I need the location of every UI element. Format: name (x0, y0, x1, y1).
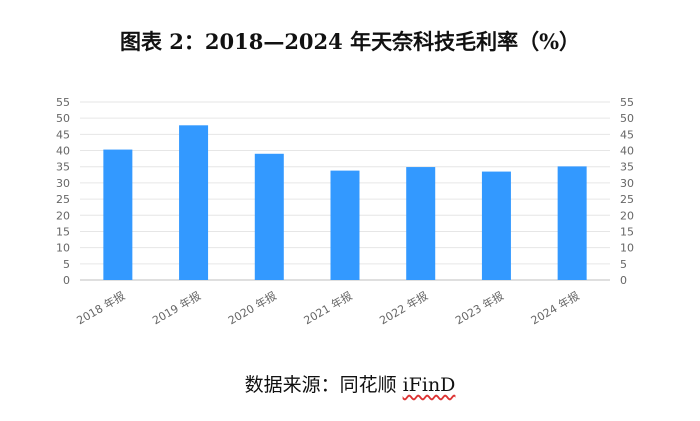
y-tick-right: 10 (620, 242, 634, 255)
y-tick-right: 35 (620, 161, 634, 174)
y-tick-left: 0 (63, 274, 70, 287)
y-tick-right: 30 (620, 177, 634, 190)
bar (179, 125, 209, 280)
bar (557, 166, 587, 280)
x-tick-label: 2020 年报 (225, 288, 278, 327)
y-tick-right: 40 (620, 145, 634, 158)
source-prefix: 数据来源：同花顺 (244, 374, 403, 396)
bar (254, 153, 284, 280)
bars (103, 125, 587, 280)
left-y-axis: 0 5 10 15 20 25 30 35 40 45 50 55 (56, 96, 70, 287)
y-tick-left: 35 (56, 161, 70, 174)
x-tick-label: 2022 年报 (377, 288, 430, 327)
y-tick-left: 50 (56, 112, 70, 125)
y-tick-right: 15 (620, 225, 634, 238)
y-tick-left: 5 (63, 258, 70, 271)
x-tick-label: 2018 年报 (74, 288, 127, 327)
y-tick-left: 45 (56, 128, 70, 141)
y-tick-right: 50 (620, 112, 634, 125)
bar-chart: 0 5 10 15 20 25 30 35 40 45 50 55 0 5 10 15 20 25 30 35 40 4… (56, 96, 634, 327)
y-tick-left: 40 (56, 145, 70, 158)
y-tick-right: 25 (620, 193, 634, 206)
y-tick-left: 20 (56, 209, 70, 222)
y-tick-right: 5 (620, 258, 627, 271)
y-tick-left: 55 (56, 96, 70, 109)
y-tick-right: 45 (620, 128, 634, 141)
bar (103, 149, 133, 280)
y-tick-right: 55 (620, 96, 634, 109)
y-tick-left: 25 (56, 193, 70, 206)
chart-title: 图表 2：2018—2024 年天奈科技毛利率（%） (119, 29, 581, 54)
y-tick-left: 30 (56, 177, 70, 190)
source-brand: iFinD (402, 374, 456, 396)
bar (406, 167, 436, 280)
x-tick-label: 2021 年报 (301, 288, 354, 327)
y-tick-left: 10 (56, 242, 70, 255)
y-tick-left: 15 (56, 225, 70, 238)
x-axis-categories: 2018 年报 2019 年报 2020 年报 2021 年报 2022 年报 2023 … (74, 288, 582, 327)
source-note: 数据来源：同花顺 iFinD (0, 370, 700, 397)
right-y-axis: 0 5 10 15 20 25 30 35 40 45 50 55 (620, 96, 634, 287)
y-tick-right: 20 (620, 209, 634, 222)
x-tick-label: 2024 年报 (528, 288, 581, 327)
x-tick-label: 2019 年报 (150, 288, 203, 327)
bar (330, 170, 360, 280)
x-tick-label: 2023 年报 (453, 288, 506, 327)
y-tick-right: 0 (620, 274, 627, 287)
bar (481, 171, 511, 280)
